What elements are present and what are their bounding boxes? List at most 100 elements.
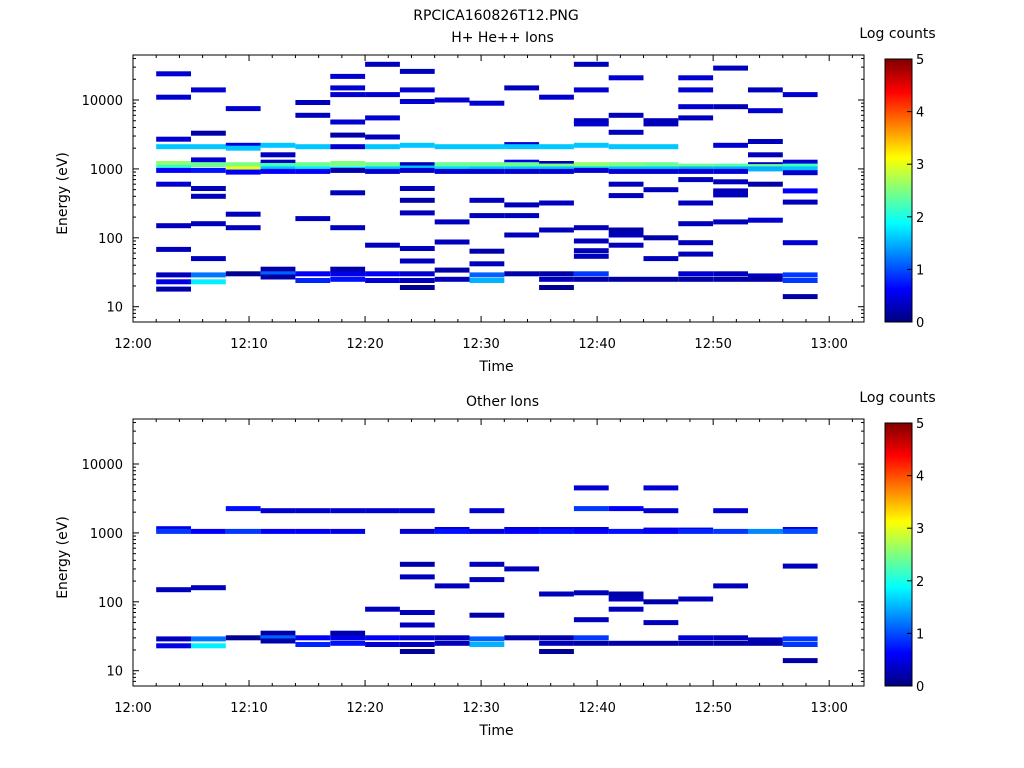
heatmap-cell	[225, 169, 261, 175]
heatmap-cell	[608, 227, 644, 233]
heatmap-cell	[573, 528, 609, 534]
x-tick-label: 12:20	[346, 337, 383, 352]
colorbar-tick-label: 2	[916, 211, 924, 226]
heatmap-cell	[469, 612, 505, 618]
heatmap-cell	[573, 121, 609, 127]
heatmap-cell	[713, 528, 748, 534]
colorbar-tick-label: 4	[916, 470, 924, 485]
heatmap-cell	[260, 142, 296, 148]
heatmap-cell	[539, 285, 574, 290]
heatmap-cell	[225, 225, 261, 231]
heatmap-cell	[295, 278, 331, 283]
heatmap-cell	[539, 649, 574, 654]
heatmap-cell	[469, 261, 505, 267]
heatmap-cell	[469, 636, 505, 642]
heatmap-cell	[434, 168, 470, 174]
heatmap-cell	[713, 168, 748, 174]
heatmap-cell	[156, 223, 191, 229]
heatmap-cell	[539, 227, 574, 233]
heatmap-cell	[191, 256, 226, 262]
x-axis-label: Time	[478, 359, 513, 375]
y-tick-label: 100	[98, 232, 123, 247]
heatmap-cell	[539, 163, 574, 169]
heatmap-cell	[643, 640, 679, 646]
heatmap-cell	[399, 278, 435, 283]
heatmap-cell	[504, 566, 540, 572]
x-tick-label: 12:10	[230, 337, 267, 352]
heatmap-cell	[469, 272, 505, 278]
heatmap-cell	[504, 144, 540, 150]
colorbar-tick-label: 5	[916, 417, 924, 432]
heatmap-cell	[713, 192, 748, 198]
heatmap-cell	[225, 162, 261, 168]
heatmap-cell	[365, 92, 400, 98]
colorbar-tick-label: 1	[916, 263, 924, 278]
heatmap-cell	[260, 630, 296, 636]
heatmap-cell	[225, 142, 261, 148]
heatmap-cell	[782, 294, 818, 300]
heatmap-cell	[295, 635, 331, 641]
heatmap-cells	[156, 485, 818, 664]
heatmap-cell	[504, 528, 540, 534]
heatmap-cell	[365, 115, 400, 121]
heatmap-cell	[504, 635, 540, 641]
heatmap-cell	[643, 168, 679, 174]
heatmap-cell	[330, 167, 366, 173]
heatmap-cell	[782, 658, 818, 664]
heatmap-cell	[191, 144, 226, 150]
heatmap-cell	[330, 132, 366, 138]
heatmap-cell	[678, 87, 714, 93]
heatmap-cell	[295, 100, 331, 105]
heatmap-cell	[608, 606, 644, 612]
heatmap-cell	[156, 636, 191, 642]
heatmap-cell	[156, 164, 191, 170]
heatmap-cell	[330, 508, 366, 514]
heatmap-cell	[713, 276, 748, 282]
heatmap-cell	[225, 635, 261, 641]
heatmap-cell	[330, 73, 366, 79]
heatmap-cell	[748, 108, 783, 114]
heatmap-cell	[608, 640, 644, 646]
heatmap-cell	[330, 630, 366, 636]
heatmap-cell	[191, 221, 226, 227]
heatmap-cell	[469, 561, 505, 567]
x-tick-label: 12:30	[462, 701, 499, 716]
heatmap-cell	[225, 211, 261, 217]
heatmap-cell	[434, 635, 470, 641]
heatmap-cell	[608, 112, 644, 118]
heatmap-cell	[782, 159, 818, 165]
heatmap-cell	[643, 121, 679, 127]
heatmap-cell	[365, 168, 400, 174]
heatmap-cell	[399, 649, 435, 654]
heatmap-cell	[678, 163, 714, 169]
heatmap-cell	[782, 163, 818, 169]
x-tick-label: 13:00	[810, 337, 847, 352]
heatmap-cell	[782, 636, 818, 642]
heatmap-cell	[295, 642, 331, 647]
heatmap-cell	[295, 162, 331, 168]
heatmap-cell	[643, 620, 679, 626]
y-tick-label: 10000	[82, 94, 123, 109]
heatmap-cell	[504, 202, 540, 208]
heatmap-cell	[225, 166, 261, 172]
plot-frame	[132, 418, 865, 687]
heatmap-cell	[399, 642, 435, 647]
heatmap-cell	[330, 119, 366, 125]
heatmap-cell	[225, 506, 261, 512]
heatmap-cell	[365, 508, 400, 514]
y-tick-label: 1000	[90, 163, 123, 178]
x-tick-label: 12:30	[462, 337, 499, 352]
heatmap-cell	[330, 85, 366, 91]
heatmap-cell	[573, 640, 609, 646]
heatmap-cell	[399, 197, 435, 203]
heatmap-cell	[156, 272, 191, 278]
heatmap-cell	[399, 167, 435, 173]
heatmap-cell	[573, 590, 609, 596]
heatmap-cell	[260, 266, 296, 272]
heatmap-cell	[469, 144, 505, 150]
heatmap-cell	[399, 87, 435, 93]
heatmap-cell	[191, 130, 226, 136]
heatmap-cell	[469, 162, 505, 168]
heatmap-cell	[782, 278, 818, 283]
